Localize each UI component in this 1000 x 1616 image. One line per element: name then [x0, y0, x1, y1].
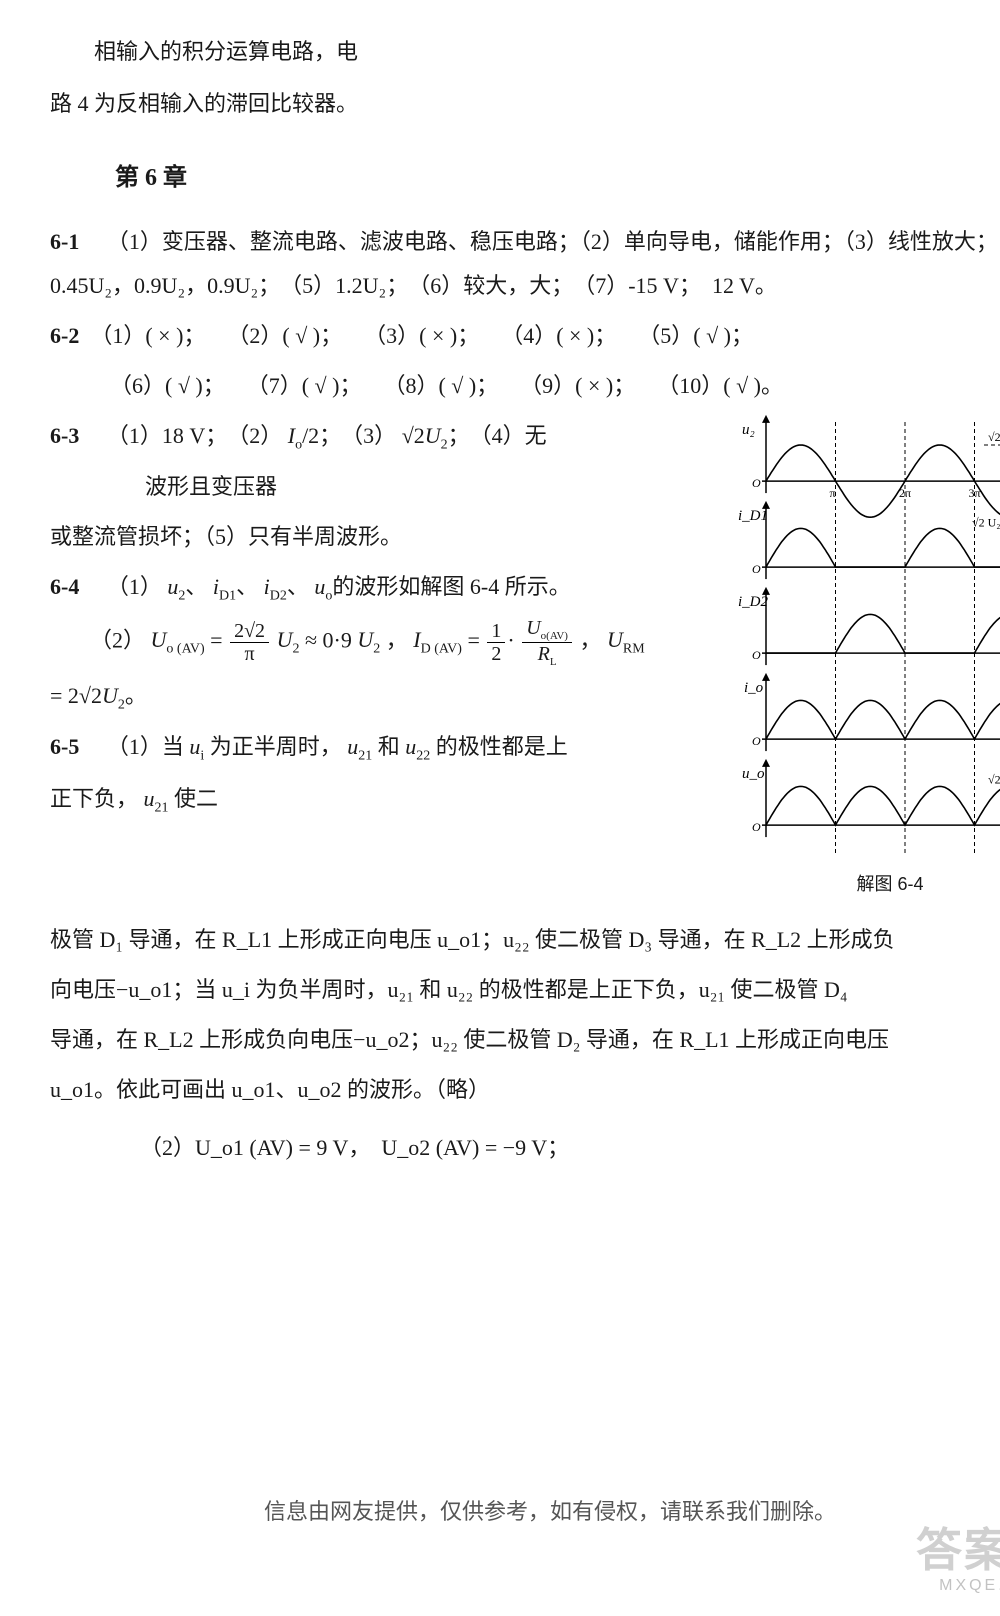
intro-line-1: 相输入的积分运算电路，电	[50, 30, 1000, 74]
footer-disclaimer: 信息由网友提供，仅供参考，如有侵权，请联系我们删除。	[50, 1490, 1000, 1534]
q6-2-text-1: （1）( × )； （2）( √ )； （3）( × )； （4）( × )； …	[101, 323, 753, 348]
q6-5-part2: （2）U_o1 (AV) = 9 V， U_o2 (AV) = −9 V；	[140, 1126, 1000, 1170]
q6-1: 6-1 （1）变压器、整流电路、滤波电路、稳压电路；（2）单向导电，储能作用；（…	[50, 220, 1000, 308]
q6-5-line6: u_o1。依此可画出 u_o1、u_o2 的波形。（略）	[50, 1068, 1000, 1112]
q6-2-label: 6-2	[50, 323, 79, 348]
svg-text:√2 U₂: √2 U₂	[988, 430, 1000, 444]
q6-2-line1: 6-2 （1）( × )； （2）( √ )； （3）( × )； （4）( ×…	[50, 314, 1000, 358]
q6-3-label: 6-3	[50, 423, 79, 448]
q6-3-t1: （1）18 V； （2）	[107, 423, 282, 448]
figure-6-4-svg: Oωtu₂π2π3π4π√2 U₂Oωti_D1√2 U₂/R_LOωti_D2…	[730, 414, 1000, 864]
svg-text:i_o: i_o	[744, 680, 764, 696]
svg-text:√2 U₂: √2 U₂	[988, 772, 1000, 786]
svg-text:3π: 3π	[969, 486, 981, 500]
svg-text:u_o: u_o	[742, 766, 765, 782]
q6-5-line4: 向电压−u_o1；当 u_i 为负半周时，u₂₁ 和 u₂₂ 的极性都是上正下负…	[50, 968, 1000, 1012]
svg-text:i_D2: i_D2	[738, 594, 769, 610]
svg-text:π: π	[830, 486, 836, 500]
q6-4-label: 6-4	[50, 574, 79, 599]
q6-1-text: （1）变压器、整流电路、滤波电路、稳压电路；（2）单向导电，储能作用；（3）线性…	[50, 229, 1000, 298]
q6-5-label: 6-5	[50, 734, 79, 759]
svg-text:O: O	[752, 734, 761, 748]
q6-5-line5: 导通，在 R_L2 上形成负向电压−u_o2；u₂₂ 使二极管 D₂ 导通，在 …	[50, 1018, 1000, 1062]
figure-6-4: Oωtu₂π2π3π4π√2 U₂Oωti_D1√2 U₂/R_LOωti_D2…	[730, 414, 1000, 902]
svg-text:O: O	[752, 648, 761, 662]
sym-Io: Io	[288, 423, 302, 448]
q6-1-label: 6-1	[50, 229, 79, 254]
sqrt2U2: √2	[402, 423, 425, 448]
figure-6-4-caption: 解图 6-4	[730, 866, 1000, 902]
q6-3-t3: ； （4）无	[448, 423, 547, 448]
q6-5-line3: 极管 D₁ 导通，在 R_L1 上形成正向电压 u_o1；u₂₂ 使二极管 D₃…	[50, 918, 1000, 962]
q6-2-line2: （6）( √ )； （7）( √ )； （8）( √ )； （9）( × )； …	[110, 364, 1000, 408]
svg-text:i_D1: i_D1	[738, 508, 768, 524]
svg-text:O: O	[752, 476, 761, 490]
chapter-heading: 第 6 章	[115, 154, 1000, 202]
t: （1）	[107, 574, 162, 599]
svg-text:O: O	[752, 562, 761, 576]
watermark-url: MXQE.COM	[939, 1570, 1000, 1602]
svg-text:√2 U₂/R_L: √2 U₂/R_L	[972, 515, 1000, 529]
q6-3-t2: /2； （3）	[302, 423, 396, 448]
intro-line-2: 路 4 为反相输入的滞回比较器。	[50, 82, 1000, 126]
svg-text:O: O	[752, 820, 761, 834]
svg-text:u₂: u₂	[742, 422, 755, 438]
svg-text:2π: 2π	[899, 486, 911, 500]
